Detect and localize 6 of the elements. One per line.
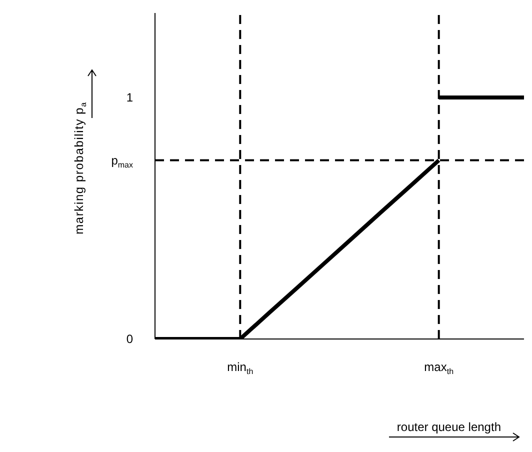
y-tick-label: 0 <box>126 332 134 346</box>
x-axis-title: router queue length <box>396 420 501 434</box>
y-tick-label: 1 <box>126 90 134 105</box>
x-tick-label: max$_{th}$ <box>424 360 454 376</box>
y-tick-label: p$_{max}$ <box>111 153 133 170</box>
x-tick-label: min$_{th}$ <box>227 360 254 376</box>
